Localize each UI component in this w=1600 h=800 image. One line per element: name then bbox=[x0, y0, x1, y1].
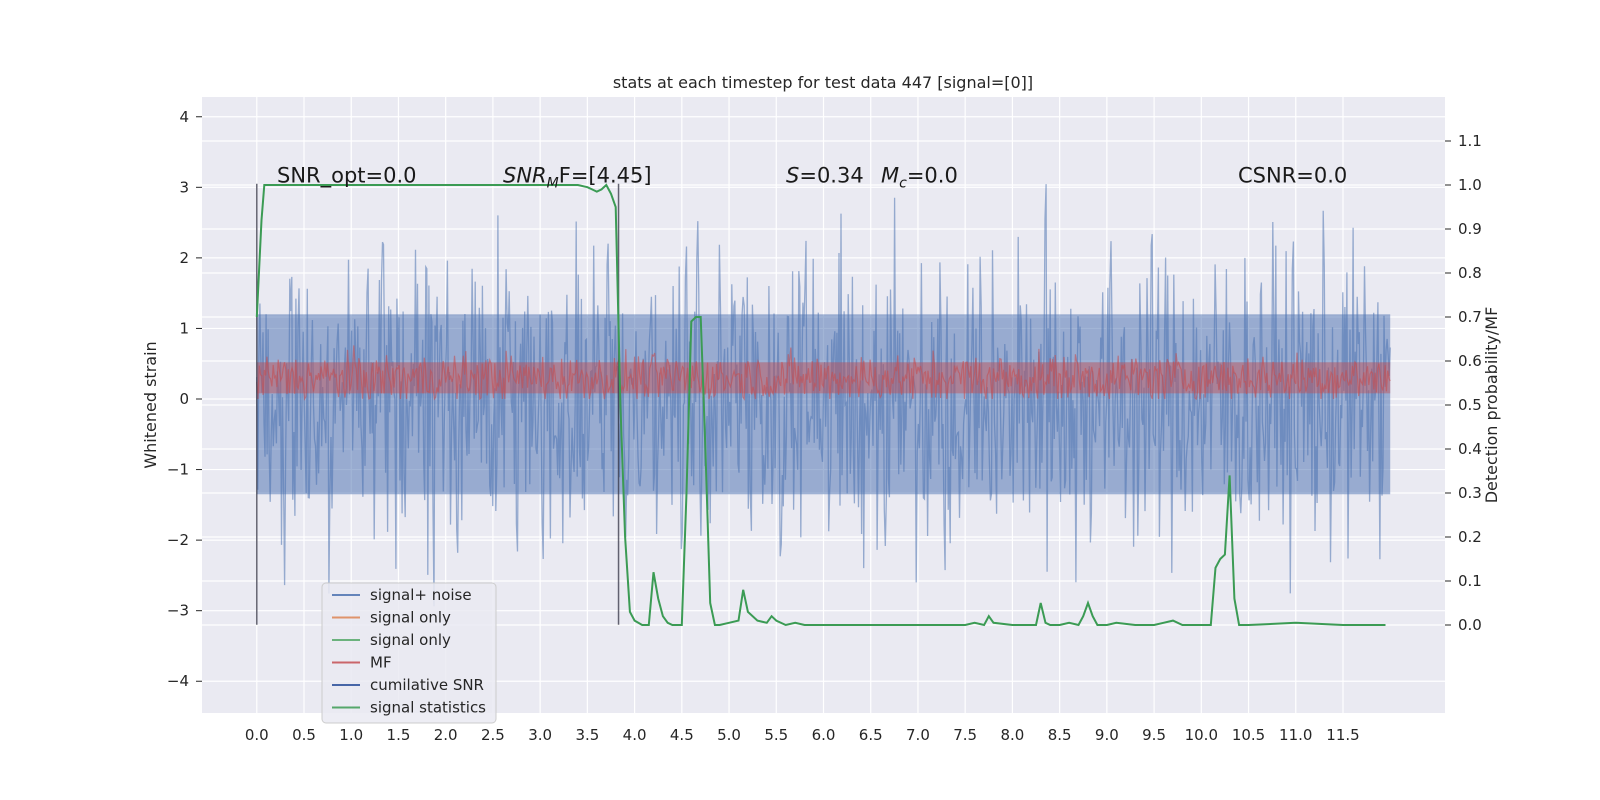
x-tick-label: 6.5 bbox=[859, 726, 883, 744]
y-tick-label-left: −2 bbox=[167, 531, 189, 549]
annotation-mc-part: =0.0 bbox=[907, 163, 958, 187]
x-tick-label: 3.0 bbox=[528, 726, 552, 744]
x-tick-label: 11.0 bbox=[1279, 726, 1312, 744]
series-cumilative-snr bbox=[256, 183, 620, 625]
annotation-mc: Mc=0.0 bbox=[881, 163, 958, 191]
y-tick-label-left: 1 bbox=[179, 319, 189, 337]
y-tick-label-left: −4 bbox=[167, 672, 189, 690]
legend-label: MF bbox=[370, 654, 392, 672]
annotation-s: S=0.34 bbox=[786, 163, 864, 187]
x-tick-label: 0.0 bbox=[245, 726, 269, 744]
annotation-snr-mf: SNRMF=[4.45] bbox=[503, 163, 652, 191]
series-mf bbox=[256, 345, 1391, 402]
annotation-snr-opt: SNR_opt=0.0 bbox=[277, 163, 417, 188]
legend-label: signal only bbox=[370, 631, 451, 649]
series-signal-statistics bbox=[255, 183, 1386, 627]
x-tick-label: 8.0 bbox=[1000, 726, 1024, 744]
y-tick-label-right: 1.1 bbox=[1458, 132, 1482, 150]
x-tick-label: 11.5 bbox=[1326, 726, 1359, 744]
mf-line bbox=[256, 345, 1391, 402]
x-tick-label: 0.5 bbox=[292, 726, 316, 744]
y-tick-label-left: −1 bbox=[167, 461, 189, 479]
annotation-snr-opt-part: SNR_opt=0.0 bbox=[277, 163, 417, 188]
y-tick-label-left: 0 bbox=[179, 390, 189, 408]
signal-statistics-line bbox=[255, 183, 1386, 627]
y-tick-label-right: 0.2 bbox=[1458, 528, 1482, 546]
x-tick-label: 4.0 bbox=[623, 726, 647, 744]
y-tick-label-right: 0.8 bbox=[1458, 264, 1482, 282]
x-tick-label: 4.5 bbox=[670, 726, 694, 744]
legend-label: cumilative SNR bbox=[370, 676, 484, 694]
x-tick-label: 1.0 bbox=[339, 726, 363, 744]
x-tick-label: 10.0 bbox=[1185, 726, 1218, 744]
y-tick-label-right: 0.7 bbox=[1458, 308, 1482, 326]
y-tick-label-left: 4 bbox=[179, 108, 189, 126]
annotation-s-part: =0.34 bbox=[799, 163, 863, 187]
chart-title: stats at each timestep for test data 447… bbox=[613, 73, 1033, 92]
legend-label: signal+ noise bbox=[370, 586, 472, 604]
annotation-snr-mf-part: F=[4.45] bbox=[559, 163, 652, 187]
y-tick-label-left: 2 bbox=[179, 249, 189, 267]
x-tick-label: 6.0 bbox=[812, 726, 836, 744]
x-tick-label: 2.0 bbox=[434, 726, 458, 744]
y-tick-label-right: 0.1 bbox=[1458, 572, 1482, 590]
y-axis-left-label: Whitened strain bbox=[141, 341, 160, 468]
y-tick-label-left: −3 bbox=[167, 602, 189, 620]
x-tick-label: 9.5 bbox=[1142, 726, 1166, 744]
annotation-csnr: CSNR=0.0 bbox=[1238, 163, 1347, 187]
annotation-snr-mf-part: SNR bbox=[503, 163, 547, 187]
legend-label: signal statistics bbox=[370, 699, 486, 717]
y-tick-label-right: 0.4 bbox=[1458, 440, 1482, 458]
y-tick-label-right: 0.6 bbox=[1458, 352, 1482, 370]
annotation-s-part: S bbox=[786, 163, 799, 187]
y-tick-label-right: 0.0 bbox=[1458, 616, 1482, 634]
y-tick-label-right: 0.3 bbox=[1458, 484, 1482, 502]
y-tick-label-right: 0.5 bbox=[1458, 396, 1482, 414]
x-tick-label: 7.0 bbox=[906, 726, 930, 744]
legend: signal+ noise signal only signal only MF cum… bbox=[321, 582, 497, 724]
y-axis-left-ticks: 4 3 2 1 0 −1 −2 −3 −4 bbox=[167, 108, 202, 690]
y-axis-right-label: Detection probability/MF bbox=[1482, 307, 1501, 504]
x-tick-label: 3.5 bbox=[575, 726, 599, 744]
x-tick-label: 1.5 bbox=[387, 726, 411, 744]
y-axis-right-ticks: 1.1 1.0 0.9 0.8 0.7 0.6 0.5 0.4 0.3 0.2 0.1 0.0 bbox=[1445, 132, 1482, 634]
x-tick-label: 10.5 bbox=[1232, 726, 1265, 744]
annotation-snr-mf-part: M bbox=[547, 175, 559, 191]
legend-label: signal only bbox=[370, 609, 451, 627]
annotation-mc-part: c bbox=[899, 175, 907, 191]
x-tick-label: 5.0 bbox=[717, 726, 741, 744]
x-tick-label: 8.5 bbox=[1048, 726, 1072, 744]
y-tick-label-right: 1.0 bbox=[1458, 176, 1482, 194]
x-tick-label: 9.0 bbox=[1095, 726, 1119, 744]
legend-box bbox=[321, 582, 497, 724]
x-tick-label: 2.5 bbox=[481, 726, 505, 744]
series-signal-noise bbox=[256, 184, 1391, 607]
annotation-mc-part: M bbox=[881, 163, 899, 187]
noise-line bbox=[256, 184, 1391, 607]
y-tick-label-right: 0.9 bbox=[1458, 220, 1482, 238]
annotation-csnr-part: CSNR=0.0 bbox=[1238, 163, 1347, 187]
annotations: SNR_opt=0.0 SNRMF=[4.45] S=0.34 Mc=0.0 CSNR=… bbox=[277, 163, 1347, 191]
x-tick-label: 5.5 bbox=[764, 726, 788, 744]
x-tick-label: 7.5 bbox=[953, 726, 977, 744]
x-axis-ticks: 0.0 0.5 1.0 1.5 2.0 2.5 3.0 3.5 4.0 4.5 5.0 5.5 6.0 6… bbox=[245, 726, 1360, 744]
y-tick-label-left: 3 bbox=[179, 178, 189, 196]
